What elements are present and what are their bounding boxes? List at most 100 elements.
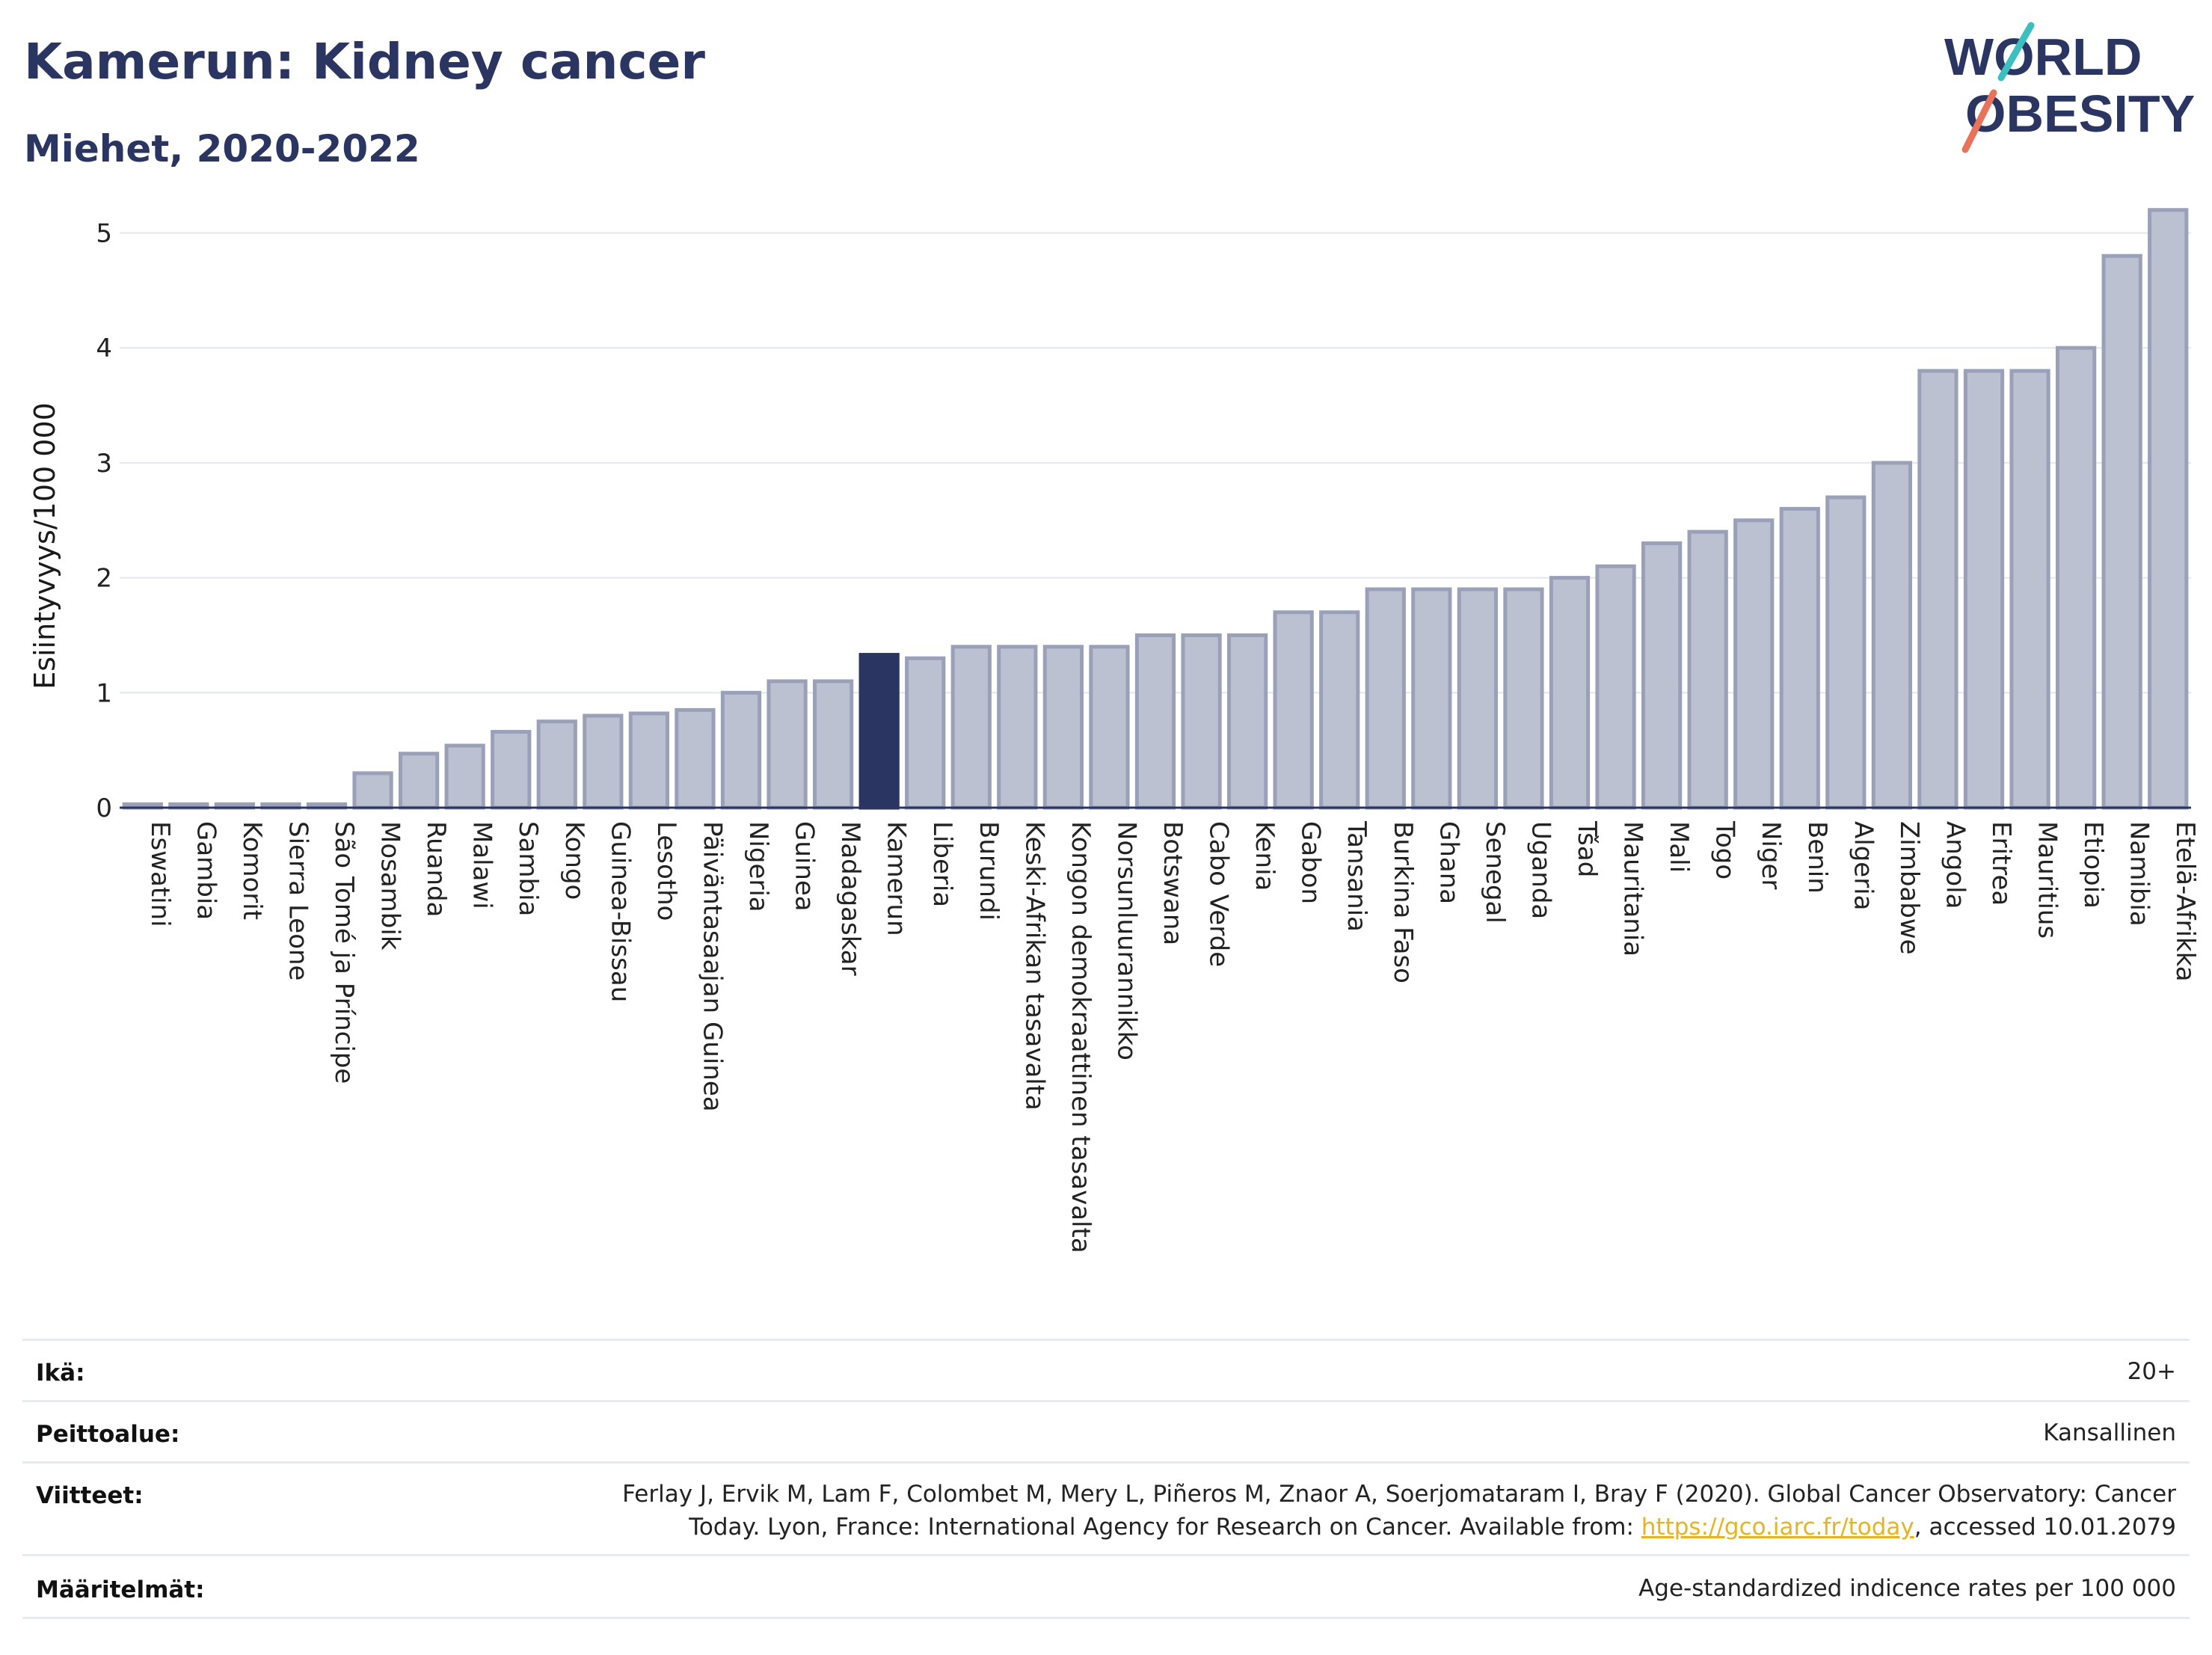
bar [1411,587,1452,810]
bar [1917,369,1958,810]
bar [812,679,854,810]
x-tick-label: Benin [1802,821,1832,894]
x-tick-label: Etelä-Afrikka [2170,821,2200,982]
bar [491,730,532,810]
chart-subtitle: Miehet, 2020-2022 [24,127,420,171]
bar [1226,633,1268,810]
x-tick-label: Eritrea [1986,821,2016,906]
x-tick-label: Sambia [513,821,543,916]
bar [398,752,440,810]
bar [1134,633,1176,810]
x-tick-label: Gambia [191,821,221,920]
logo-text-obesity: OBESITY [1965,85,2195,143]
meta-value-references-line2: Today. Lyon, France: International Agenc… [689,1514,2176,1541]
x-tick-label: Ruanda [421,821,451,917]
bar [1825,495,1867,810]
y-axis-ticks: 0 1 2 3 4 5 [96,218,112,823]
x-tick-label: Mauritania [1618,821,1648,957]
bar [628,711,670,810]
x-tick-label: Angola [1940,821,1970,909]
x-tick-label: Päiväntasaajan Guinea [697,821,727,1112]
bar [2101,254,2142,810]
x-tick-label: Niger [1756,821,1786,889]
x-tick-label: Tansania [1342,820,1371,932]
bar [1319,610,1360,810]
bar [720,690,762,810]
x-tick-label: Cabo Verde [1204,821,1234,967]
x-tick-label: Malawi [467,821,497,909]
x-tick-label: Eswatini [145,821,175,927]
x-tick-label: Norsunluurannikko [1111,821,1141,1060]
y-tick-label: 2 [96,564,112,594]
meta-key-coverage: Peittoalue: [36,1421,180,1448]
x-tick-label: Madagaskar [835,821,865,976]
logo-text-world: WORLD [1944,28,2142,86]
x-tick-label: São Tomé ja Príncipe [329,821,359,1084]
bar [905,656,946,810]
x-tick-label: Burkina Faso [1388,821,1418,983]
meta-value-definitions: Age-standardized indicence rates per 100… [1638,1575,2176,1602]
x-tick-label: Gabon [1296,821,1326,904]
bar [1733,518,1775,810]
bar [583,713,624,810]
bar [1641,541,1683,810]
bar [997,645,1038,810]
x-tick-label: Etiopia [2078,821,2108,909]
y-tick-label: 1 [96,678,112,708]
bar [1595,564,1636,810]
bar [1365,587,1406,810]
y-tick-label: 3 [96,449,112,479]
x-tick-label: Kamerun [882,821,912,936]
y-tick-label: 4 [96,334,112,363]
bar [2055,346,2097,810]
x-tick-label: Komorit [237,821,267,920]
bar [1042,645,1084,810]
meta-key-definitions: Määritelmät: [36,1576,205,1603]
bar [1963,369,2005,810]
bar [1181,633,1222,810]
bar-chart: 0 1 2 3 4 5 Eswatini Gambia Komorit Sierra Leone… [96,208,2200,1253]
meta-value-age: 20+ [2127,1358,2176,1385]
x-tick-label: Kenia [1250,821,1279,891]
bar [858,653,900,810]
bars [122,208,2189,810]
x-tick-label: Guinea [790,821,820,912]
x-tick-label: Botswana [1158,821,1188,945]
x-tick-label: Mali [1664,821,1694,873]
x-tick-label: Algeria [1848,821,1878,910]
x-tick-label: Guinea-Bissau [605,821,635,1002]
reference-link[interactable]: https://gco.iarc.fr/today [1641,1514,1914,1541]
x-tick-label: Tšad [1572,820,1602,877]
bar [1779,506,1820,810]
x-tick-label: Sierra Leone [283,821,313,980]
world-obesity-logo: WORLD OBESITY [1944,22,2195,153]
x-tick-label: Zimbabwe [1894,821,1924,955]
x-tick-label: Nigeria [743,821,773,912]
x-tick-label: Liberia [927,821,957,907]
bar [2148,208,2189,810]
x-tick-label: Lesotho [651,821,681,921]
x-tick-label: Kongon demokraattinen tasavalta [1066,821,1096,1253]
bar [1549,576,1591,810]
bar [1457,587,1499,810]
meta-key-references: Viitteet: [36,1482,144,1509]
bar [1687,529,1728,810]
bar [766,679,808,810]
x-tick-label: Namibia [2125,821,2154,927]
y-tick-label: 5 [96,218,112,248]
x-tick-label: Mauritius [2033,821,2062,939]
x-tick-label: Ghana [1434,821,1463,904]
x-tick-label: Togo [1710,820,1740,879]
meta-key-age: Ikä: [36,1360,85,1387]
x-tick-label: Keski-Afrikan tasavalta [1019,821,1049,1111]
bar [352,771,393,810]
x-axis-labels: Eswatini Gambia Komorit Sierra Leone São Tom… [145,820,2200,1253]
bar [2009,369,2050,810]
y-axis-label: Esiintyvyys/100 000 [28,402,61,690]
bar [1089,645,1130,810]
bar [1503,587,1544,810]
bar [444,743,485,810]
bar [1273,610,1314,810]
chart-title: Kamerun: Kidney cancer [24,33,705,90]
x-tick-label: Kongo [559,821,589,900]
